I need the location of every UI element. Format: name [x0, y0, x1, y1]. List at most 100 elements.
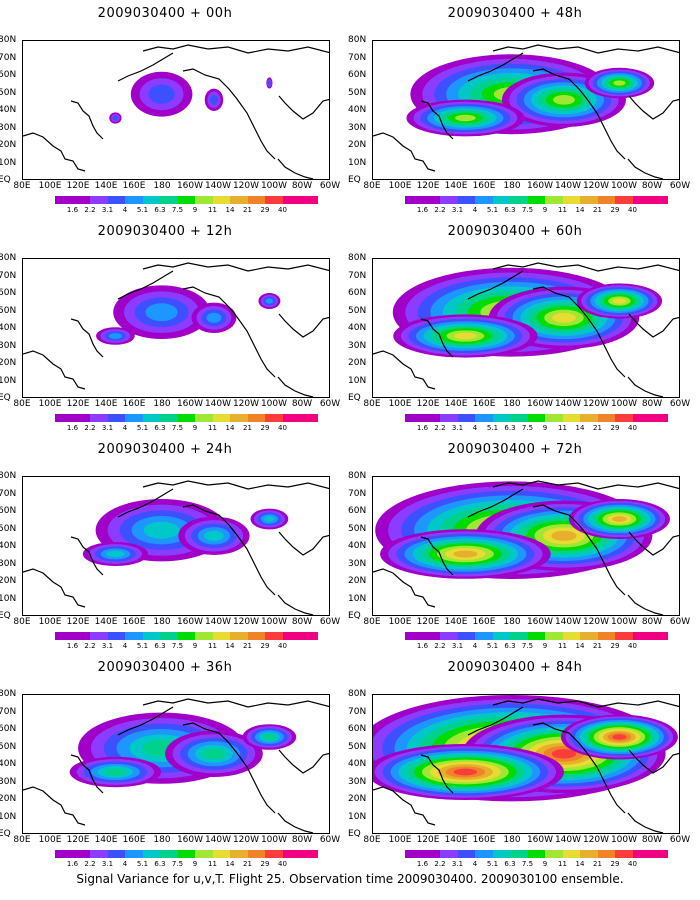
- map-frame: [22, 694, 330, 834]
- colorbar-swatch: [177, 850, 195, 858]
- lon-tick-label: 180: [503, 181, 521, 191]
- lat-tick-label: EQ: [348, 611, 361, 621]
- colorbar-label: 2.2: [84, 424, 96, 432]
- lat-tick-label: 10N: [0, 157, 17, 168]
- colorbar-swatch: [90, 196, 108, 204]
- colorbar-swatch: [195, 414, 213, 422]
- colorbar-swatch: [282, 632, 300, 640]
- colorbar-swatch: [300, 632, 318, 640]
- colorbar-swatch: [405, 632, 423, 640]
- colorbar-swatch: [615, 850, 633, 858]
- colorbar-labels: 1.6 2.2 3.1 4 5.1 6.3 7.5 9 11 14 21 29 40: [55, 860, 317, 870]
- colorbar-swatch: [597, 632, 615, 640]
- colorbar-label: 3.1: [101, 424, 114, 432]
- colorbar-label: 11: [558, 206, 567, 214]
- colorbar-labels: 1.6 2.2 3.1 4 5.1 6.3 7.5 9 11 14 21 29 40: [55, 206, 317, 216]
- lon-tick-label: 80E: [363, 399, 381, 409]
- colorbar-swatch: [125, 196, 143, 204]
- lon-tick-label: 160W: [176, 835, 204, 845]
- colorbar-swatch: [125, 632, 143, 640]
- variance-contour: [108, 333, 122, 339]
- colorbar-label: 5.1: [486, 424, 499, 432]
- colorbar-swatch: [457, 414, 475, 422]
- lon-tick-label: 80W: [641, 181, 663, 191]
- variance-contour: [551, 530, 577, 541]
- colorbar-label: 21: [243, 206, 252, 214]
- colorbar-label: 14: [575, 206, 585, 214]
- lat-tick-label: 20N: [0, 140, 17, 150]
- colorbar-label: 4: [122, 424, 128, 432]
- colorbar-swatch: [300, 196, 318, 204]
- lon-tick-label: 140W: [204, 399, 232, 409]
- lon-tick-label: 160E: [122, 835, 146, 845]
- lon-tick-label: 180: [153, 835, 171, 845]
- colorbar-swatch: [142, 632, 160, 640]
- variance-contour: [206, 312, 222, 323]
- map-panel: 2009030400 + 60h 80N 70N 60N 50N 40N 30N 20N 10N…: [348, 218, 690, 438]
- colorbar-swatch: [212, 196, 230, 204]
- lat-tick-label: 10N: [0, 375, 17, 386]
- colorbar-label: 5.1: [136, 424, 149, 432]
- lat-tick-label: 40N: [348, 759, 367, 769]
- lon-tick-label: 140W: [204, 617, 232, 627]
- colorbar-swatch: [160, 196, 178, 204]
- colorbar-swatch: [457, 632, 475, 640]
- lon-tick-label: 140E: [444, 399, 468, 409]
- lon-tick-label: 140E: [94, 617, 118, 627]
- colorbar-swatch: [545, 196, 563, 204]
- variance-contour: [453, 550, 478, 558]
- colorbar-swatch: [475, 414, 493, 422]
- lon-tick-label: 80E: [363, 617, 381, 627]
- variance-contour: [454, 332, 477, 340]
- colorbar-label: 29: [260, 424, 270, 432]
- colorbar-swatch: [510, 196, 528, 204]
- colorbar: [405, 196, 668, 204]
- colorbar-label: 11: [208, 642, 217, 650]
- colorbar-swatch: [230, 850, 248, 858]
- colorbar-swatch: [527, 196, 545, 204]
- map-frame: [22, 258, 330, 398]
- lat-tick-label: 80N: [348, 35, 367, 45]
- colorbar-label: 9: [542, 424, 548, 432]
- lat-tick-label: 70N: [0, 488, 17, 499]
- colorbar-label: 11: [558, 860, 567, 868]
- lon-tick-label: 120W: [582, 835, 610, 845]
- variance-contour: [204, 530, 224, 542]
- variance-contour: [148, 84, 175, 104]
- colorbar-swatch: [440, 850, 458, 858]
- lon-tick-label: 80E: [363, 181, 381, 191]
- colorbar-label: 5.1: [136, 642, 149, 650]
- colorbar-label: 14: [575, 860, 585, 868]
- colorbar-swatch: [492, 414, 510, 422]
- lat-tick-label: 20N: [0, 794, 17, 804]
- colorbar-label: 3.1: [451, 860, 464, 868]
- lon-tick-label: 160W: [526, 399, 554, 409]
- coastline: [23, 480, 329, 615]
- variance-contour: [145, 303, 178, 322]
- colorbar-swatch: [265, 414, 283, 422]
- colorbar: [405, 850, 668, 858]
- lon-tick-label: 100E: [38, 617, 62, 627]
- variance-field: [23, 698, 329, 833]
- lon-tick-label: 60W: [669, 617, 691, 627]
- lat-tick-label: EQ: [0, 393, 11, 403]
- lon-tick-label: 120W: [232, 617, 260, 627]
- colorbar-swatch: [457, 196, 475, 204]
- colorbar-label: 14: [225, 642, 235, 650]
- lat-tick-label: 70N: [348, 706, 367, 717]
- colorbar-swatch: [55, 850, 73, 858]
- variance-field: [373, 480, 679, 615]
- colorbar-swatch: [107, 632, 125, 640]
- lon-tick-label: 160E: [472, 617, 496, 627]
- lat-tick-label: 50N: [0, 741, 17, 752]
- colorbar-swatch: [632, 414, 650, 422]
- variance-field: [373, 695, 679, 833]
- colorbar-swatch: [142, 850, 160, 858]
- colorbar-label: 3.1: [101, 206, 114, 214]
- lon-tick-label: 60W: [319, 181, 341, 191]
- lat-tick-label: 70N: [0, 270, 17, 281]
- lon-tick-label: 140W: [554, 399, 582, 409]
- coastline: [373, 698, 679, 833]
- lat-tick-label: 20N: [0, 358, 17, 368]
- colorbar: [405, 632, 668, 640]
